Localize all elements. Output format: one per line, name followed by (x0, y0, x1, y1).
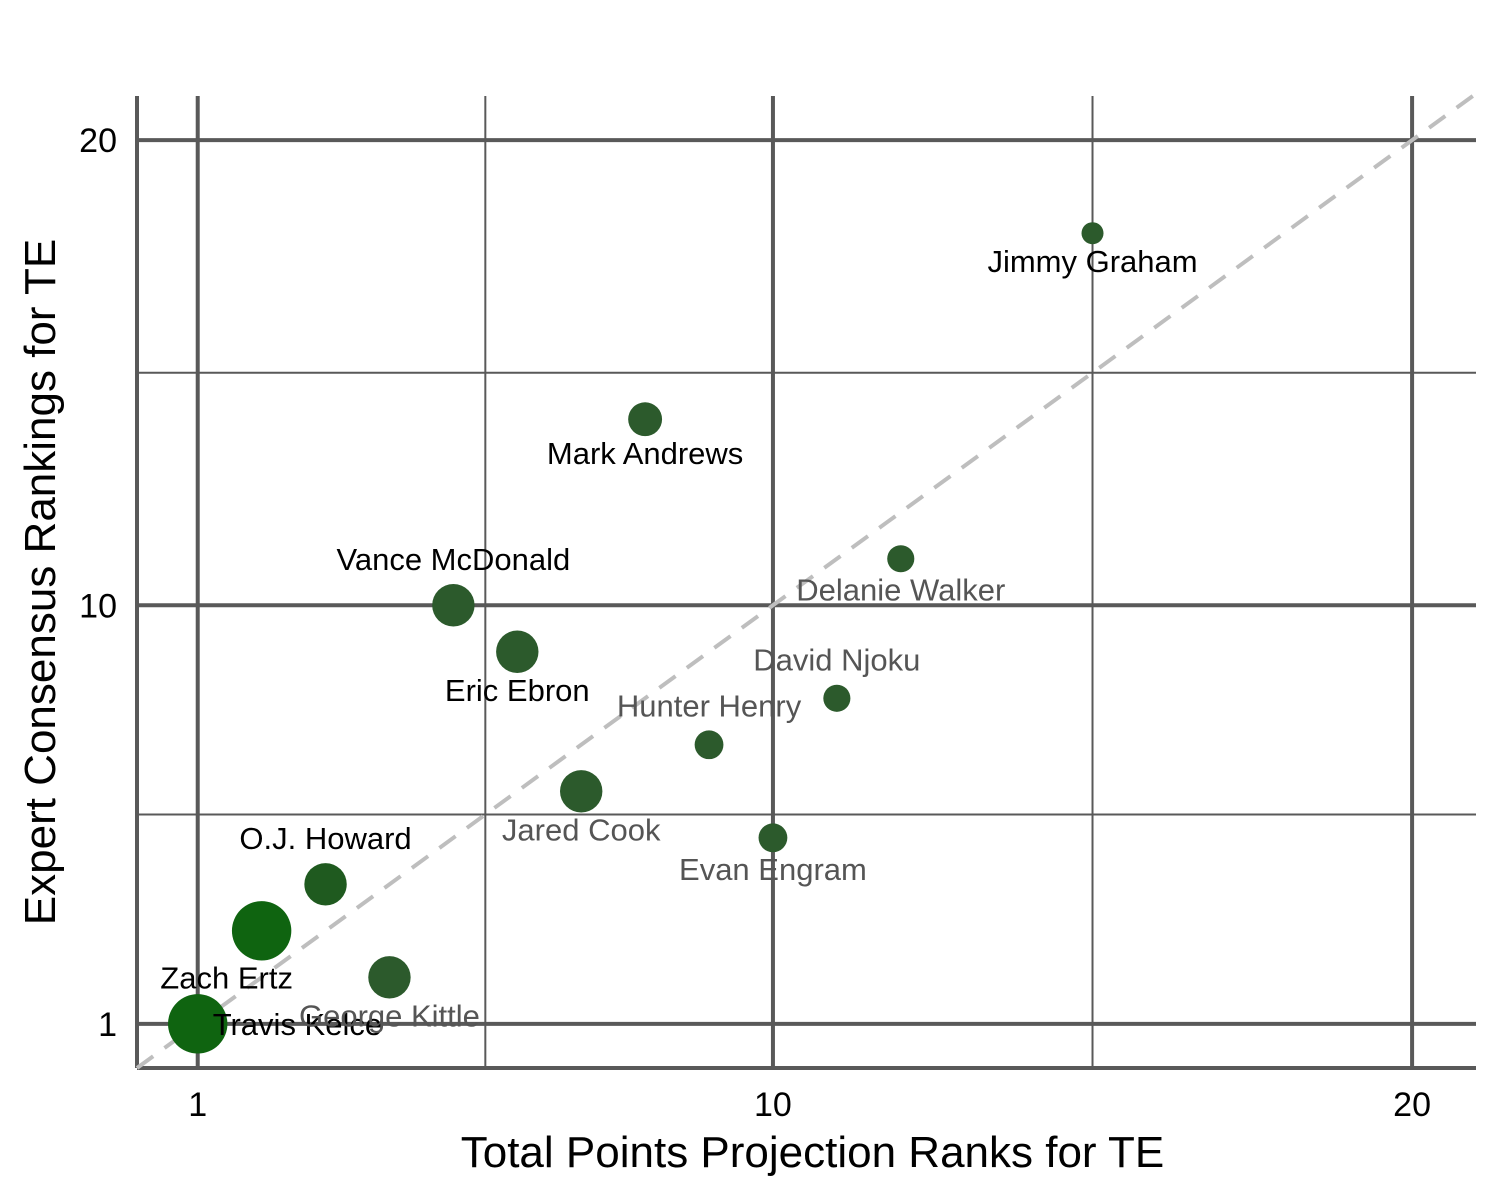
y-tick-label: 20 (79, 122, 117, 160)
data-point (168, 994, 228, 1054)
point-label: Jimmy Graham (987, 244, 1197, 279)
data-point (887, 545, 915, 573)
y-axis-title: Expert Consensus Rankings for TE (16, 239, 65, 925)
data-point (758, 823, 788, 853)
data-point (1081, 222, 1104, 245)
data-point (560, 770, 603, 813)
y-tick-label: 10 (79, 587, 117, 625)
data-point (432, 584, 475, 627)
point-label: Eric Ebron (445, 673, 590, 708)
point-label: Evan Engram (679, 852, 867, 887)
data-point (694, 730, 724, 760)
y-tick-label: 1 (98, 1006, 117, 1044)
point-label: Hunter Henry (617, 688, 802, 723)
tick-labels: 1 10 20 1 10 20 (79, 122, 1431, 1124)
reference-line (135, 94, 1474, 1070)
point-label: Delanie Walker (796, 572, 1005, 607)
data-points (168, 222, 1104, 1054)
x-tick-label: 20 (1393, 1086, 1431, 1124)
x-tick-label: 10 (754, 1086, 792, 1124)
x-tick-label: 1 (188, 1086, 207, 1124)
data-point (823, 684, 851, 712)
data-point (628, 402, 663, 437)
point-labels: Travis Kelce Zach Ertz O.J. Howard George K… (160, 244, 1197, 1042)
data-point (368, 956, 411, 999)
data-point (496, 630, 539, 673)
point-label: Zach Ertz (160, 961, 293, 996)
x-axis-title: Total Points Projection Ranks for TE (461, 1128, 1165, 1177)
point-label: David Njoku (753, 643, 920, 678)
point-label: George Kittle (299, 999, 480, 1034)
axes (135, 96, 1476, 1070)
data-point (231, 901, 292, 961)
reference-diagonal-line (135, 94, 1474, 1070)
point-label: Mark Andrews (547, 436, 743, 471)
grid-lines (137, 96, 1476, 1068)
point-label: Jared Cook (502, 812, 661, 847)
data-point (304, 863, 347, 906)
point-label: Vance McDonald (336, 542, 570, 577)
point-label: Travis Kelce (213, 1007, 382, 1042)
point-label: O.J. Howard (239, 821, 411, 856)
